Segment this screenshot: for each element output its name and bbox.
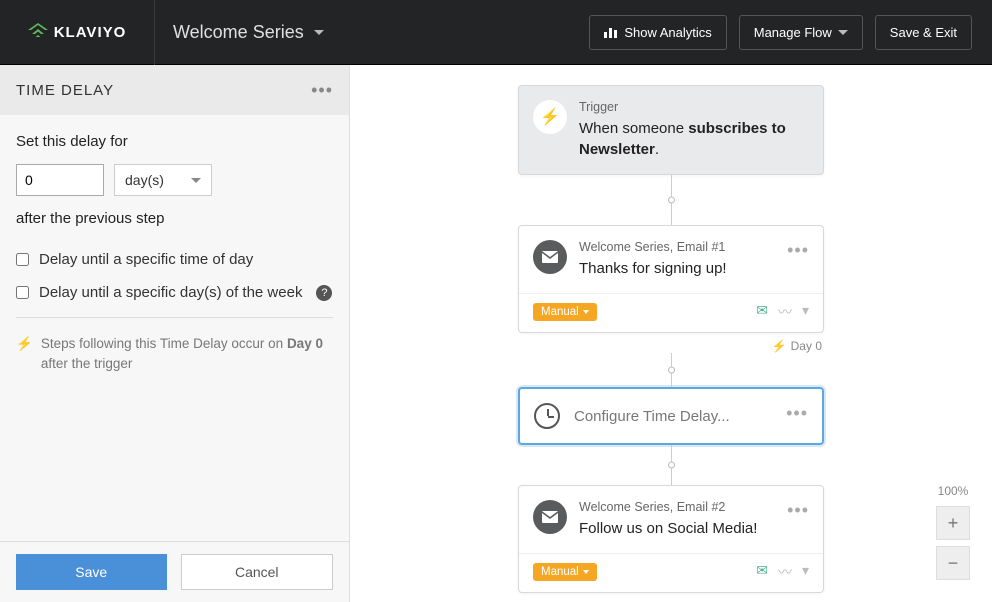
save-button[interactable]: Save <box>16 554 167 590</box>
connector-dot[interactable] <box>668 197 675 204</box>
delay-note: ⚡ Steps following this Time Delay occur … <box>16 334 333 375</box>
logo-wrap: KLAVIYO <box>0 0 155 65</box>
filter-icon[interactable]: ▾ <box>802 302 809 322</box>
app-header: KLAVIYO Welcome Series Show Analytics Ma… <box>0 0 992 65</box>
flow-title: Welcome Series <box>173 22 304 43</box>
panel-body: Set this delay for day(s) after the prev… <box>0 115 349 541</box>
card-head: Welcome Series, Email #1 Thanks for sign… <box>519 226 823 293</box>
trigger-label: Trigger <box>579 100 809 114</box>
bar-chart-icon <box>604 26 618 38</box>
delay-input-row: day(s) <box>16 164 333 196</box>
check-envelope-icon[interactable]: ✉ <box>756 562 768 582</box>
trigger-title: When someone subscribes to Newsletter. <box>579 118 809 160</box>
brand-text: KLAVIYO <box>54 24 127 41</box>
email-card-1[interactable]: Welcome Series, Email #1 Thanks for sign… <box>518 225 824 333</box>
zoom-out-button[interactable]: − <box>936 546 970 580</box>
time-delay-panel: TIME DELAY ••• Set this delay for day(s)… <box>0 65 350 602</box>
time-delay-card[interactable]: Configure Time Delay... ••• <box>518 387 824 445</box>
email-label: Welcome Series, Email #2 <box>579 500 775 514</box>
status-badge[interactable]: Manual <box>533 303 597 321</box>
clock-icon <box>534 403 560 429</box>
email-icon <box>533 240 567 274</box>
header-actions: Show Analytics Manage Flow Save & Exit <box>589 15 992 50</box>
help-icon[interactable]: ? <box>316 285 332 301</box>
trigger-card[interactable]: ⚡ Trigger When someone subscribes to New… <box>518 85 824 175</box>
panel-title: TIME DELAY <box>16 82 114 99</box>
delay-note-text: Steps following this Time Delay occur on… <box>41 334 333 375</box>
bolt-icon: ⚡ <box>540 107 560 127</box>
check-envelope-icon[interactable]: ✉ <box>756 302 768 322</box>
caret-down-icon <box>583 310 589 314</box>
bolt-icon: ⚡ <box>772 339 787 353</box>
caret-down-icon <box>314 30 324 35</box>
status-badge[interactable]: Manual <box>533 563 597 581</box>
connector <box>671 445 672 485</box>
analytics-icon[interactable]: 〰 <box>778 562 792 582</box>
connector-dot[interactable] <box>668 462 675 469</box>
delay-day-of-week-label: Delay until a specific day(s) of the wee… <box>39 284 302 301</box>
manage-flow-label: Manage Flow <box>754 25 832 40</box>
cancel-button[interactable]: Cancel <box>181 554 334 590</box>
divider <box>16 317 333 318</box>
panel-menu-icon[interactable]: ••• <box>311 80 333 101</box>
panel-header: TIME DELAY ••• <box>0 65 349 115</box>
email-title: Follow us on Social Media! <box>579 518 775 539</box>
delay-unit-select[interactable]: day(s) <box>114 164 212 196</box>
save-exit-label: Save & Exit <box>890 25 957 40</box>
connector-dot[interactable] <box>668 367 675 374</box>
klaviyo-icon <box>28 23 48 41</box>
caret-down-icon <box>838 30 848 35</box>
zoom-controls: 100% + − <box>936 484 970 580</box>
delay-row: Configure Time Delay... ••• <box>520 389 822 443</box>
card-head: ⚡ Trigger When someone subscribes to New… <box>519 86 823 174</box>
delay-time-of-day-label: Delay until a specific time of day <box>39 251 253 268</box>
card-menu-icon[interactable]: ••• <box>787 240 809 261</box>
connector <box>671 353 672 387</box>
brand-logo[interactable]: KLAVIYO <box>28 23 127 41</box>
delay-day-of-week-checkbox[interactable] <box>16 286 29 299</box>
email-icon <box>533 500 567 534</box>
delay-value-input[interactable] <box>16 164 104 196</box>
flow-canvas[interactable]: ⚡ Trigger When someone subscribes to New… <box>350 65 992 602</box>
delay-time-of-day-checkbox[interactable] <box>16 253 29 266</box>
card-texts: Welcome Series, Email #2 Follow us on So… <box>579 500 775 539</box>
card-foot-icons: ✉ 〰 ▾ <box>756 562 809 582</box>
card-foot: Manual ✉ 〰 ▾ <box>519 293 823 332</box>
set-delay-label: Set this delay for <box>16 133 333 150</box>
save-exit-button[interactable]: Save & Exit <box>875 15 972 50</box>
delay-text: Configure Time Delay... <box>574 408 772 425</box>
email-label: Welcome Series, Email #1 <box>579 240 775 254</box>
caret-down-icon <box>583 570 589 574</box>
bolt-icon: ⚡ <box>16 334 33 375</box>
card-head: Welcome Series, Email #2 Follow us on So… <box>519 486 823 553</box>
delay-unit-label: day(s) <box>125 172 164 188</box>
card-menu-icon[interactable]: ••• <box>787 500 809 521</box>
card-foot: Manual ✉ 〰 ▾ <box>519 553 823 592</box>
envelope-icon <box>542 511 558 523</box>
card-texts: Trigger When someone subscribes to Newsl… <box>579 100 809 160</box>
delay-time-of-day-row[interactable]: Delay until a specific time of day <box>16 251 333 268</box>
show-analytics-label: Show Analytics <box>624 25 711 40</box>
caret-down-icon <box>191 178 201 183</box>
card-texts: Welcome Series, Email #1 Thanks for sign… <box>579 240 775 279</box>
zoom-percent: 100% <box>938 484 969 498</box>
analytics-icon[interactable]: 〰 <box>778 302 792 322</box>
flow-column: ⚡ Trigger When someone subscribes to New… <box>518 85 824 593</box>
delay-day-of-week-row[interactable]: Delay until a specific day(s) of the wee… <box>16 284 333 301</box>
card-foot-icons: ✉ 〰 ▾ <box>756 302 809 322</box>
trigger-icon: ⚡ <box>533 100 567 134</box>
flow-title-dropdown[interactable]: Welcome Series <box>155 22 589 43</box>
day-stamp: ⚡ Day 0 <box>772 339 822 353</box>
envelope-icon <box>542 251 558 263</box>
panel-footer: Save Cancel <box>0 541 349 602</box>
filter-icon[interactable]: ▾ <box>802 562 809 582</box>
email-card-2[interactable]: Welcome Series, Email #2 Follow us on So… <box>518 485 824 593</box>
connector <box>671 175 672 225</box>
after-previous-step-label: after the previous step <box>16 210 333 227</box>
show-analytics-button[interactable]: Show Analytics <box>589 15 726 50</box>
card-menu-icon[interactable]: ••• <box>786 403 808 424</box>
zoom-in-button[interactable]: + <box>936 506 970 540</box>
email-title: Thanks for signing up! <box>579 258 775 279</box>
manage-flow-button[interactable]: Manage Flow <box>739 15 863 50</box>
